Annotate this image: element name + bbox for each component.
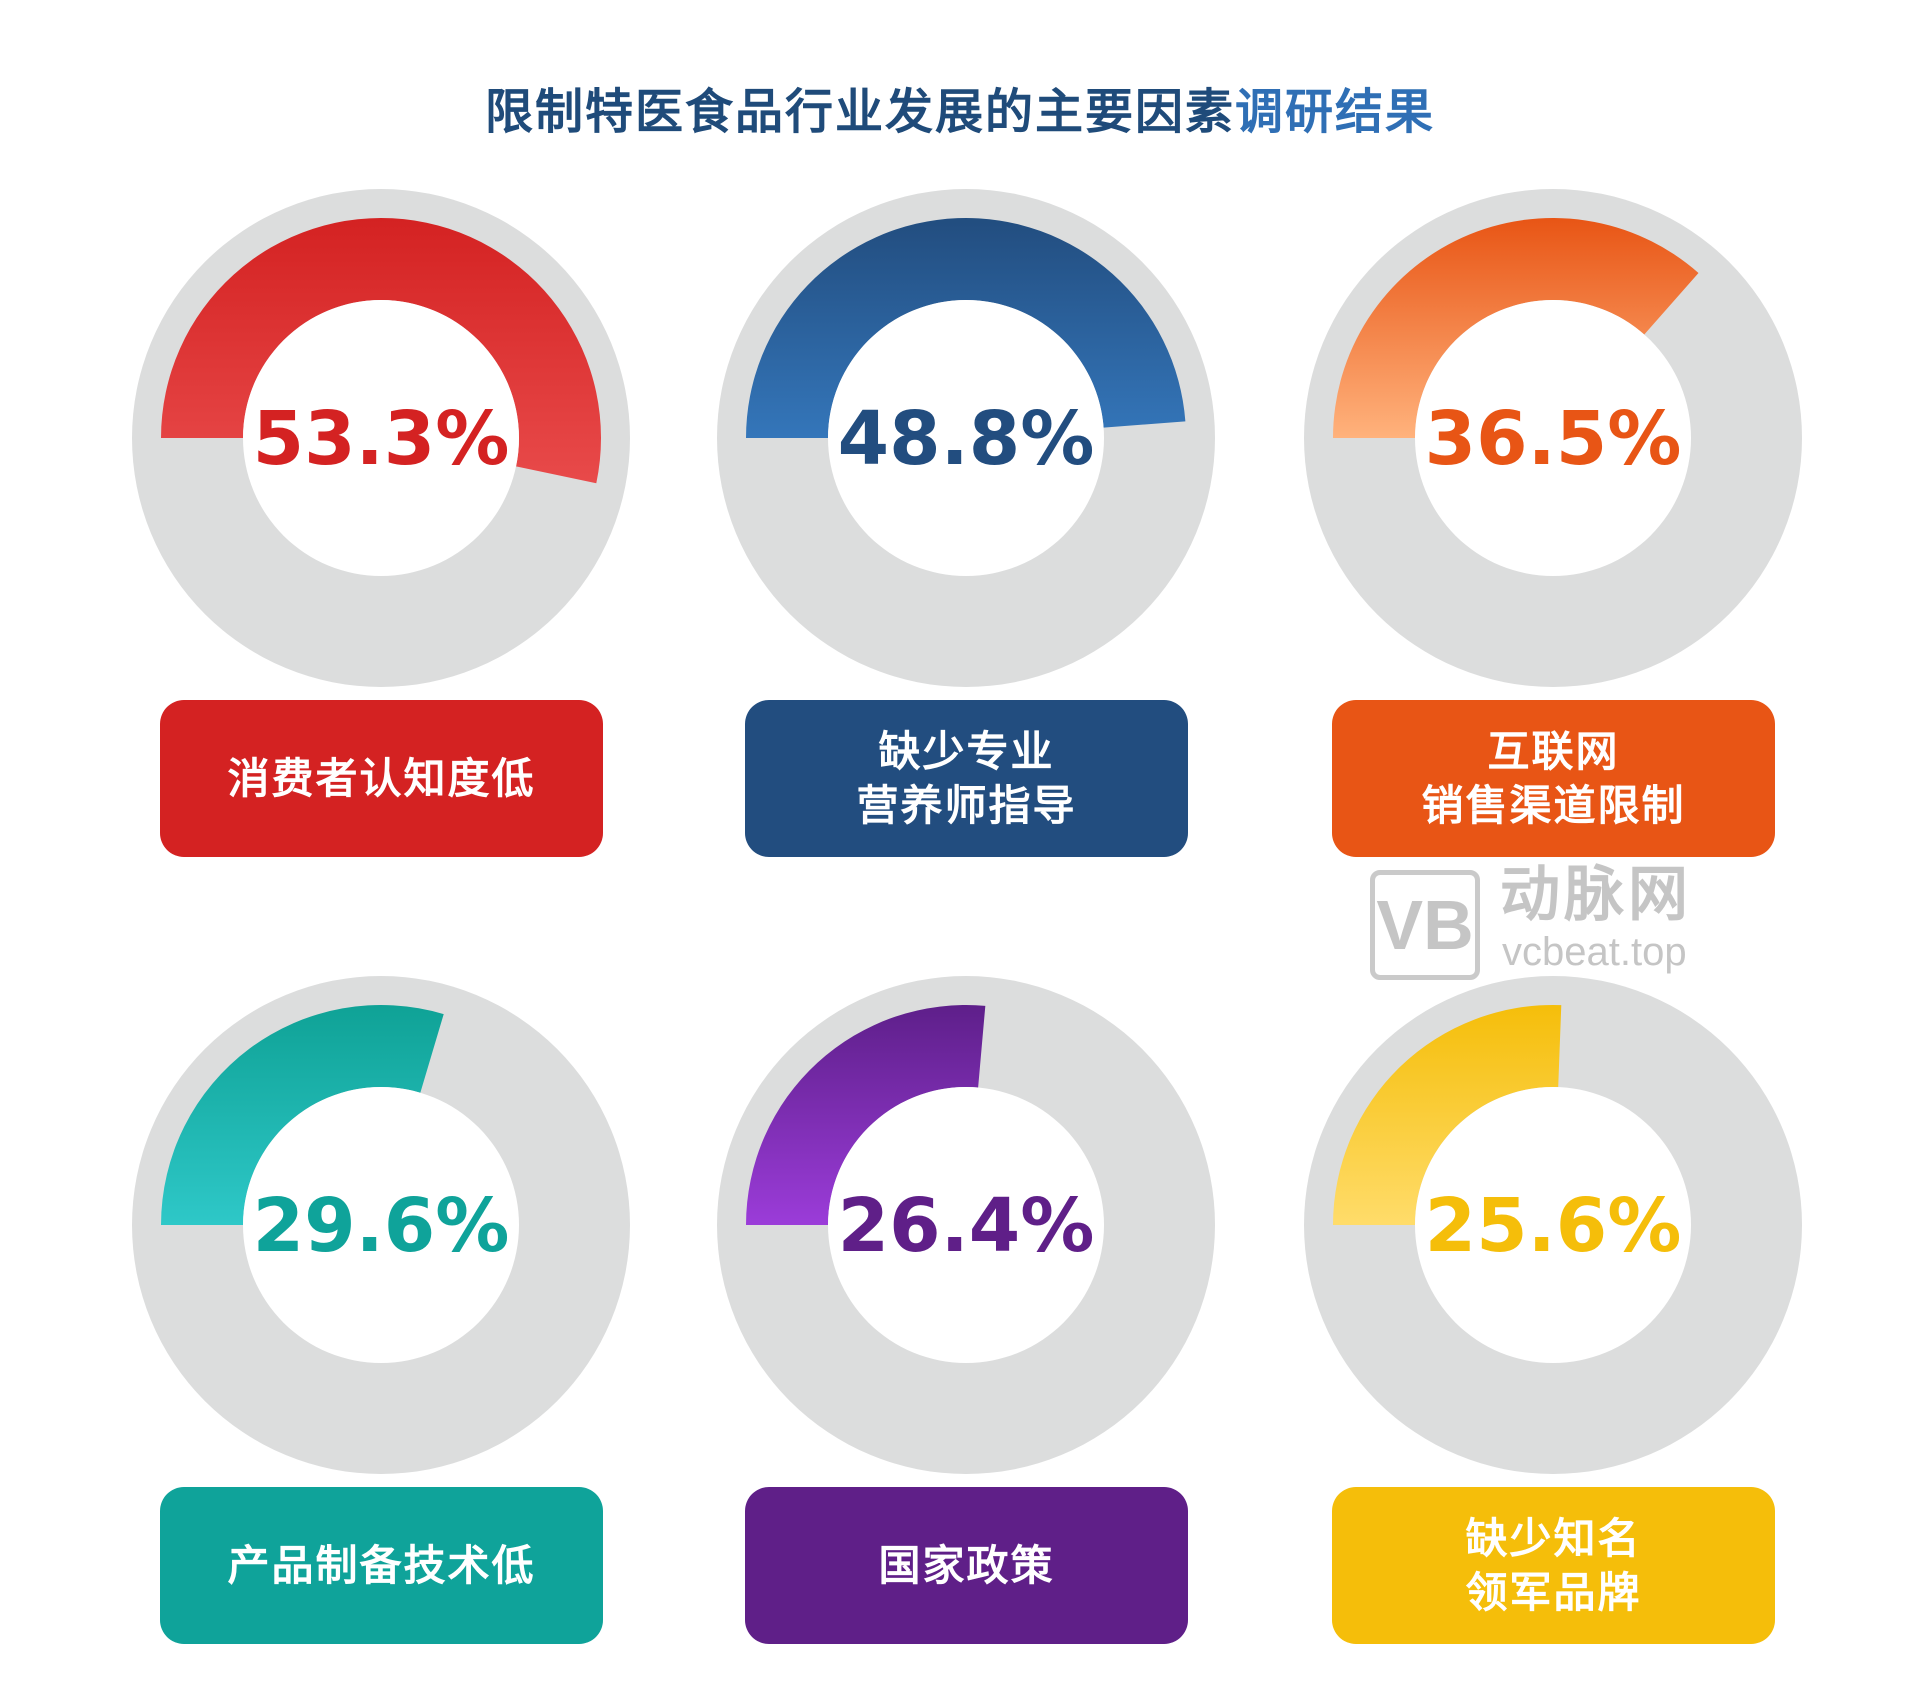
watermark-logo: VB [1370, 870, 1480, 980]
category-label-box: 互联网 销售渠道限制 [1332, 700, 1775, 857]
category-label-box: 消费者认知度低 [160, 700, 603, 857]
title-main: 限制特医食品行业发展的主要因素 [484, 84, 1235, 140]
donut-0: 53.3% [132, 189, 630, 687]
title-accent: 调研结果 [1235, 84, 1436, 140]
donut-hole [243, 300, 519, 576]
donut-4: 26.4% [717, 976, 1215, 1474]
category-label-box: 缺少知名 领军品牌 [1332, 1487, 1775, 1644]
donut-hole [1415, 1087, 1691, 1363]
donut-2: 36.5% [1304, 189, 1802, 687]
value-label: 36.5% [1425, 396, 1682, 482]
category-label-box: 产品制备技术低 [160, 1487, 603, 1644]
value-label: 29.6% [253, 1183, 510, 1269]
category-label: 消费者认知度低 [227, 753, 536, 803]
watermark-domain: vcbeat.top [1502, 930, 1687, 974]
category-label-box: 国家政策 [745, 1487, 1188, 1644]
value-label: 26.4% [838, 1183, 1095, 1269]
value-label: 25.6% [1425, 1183, 1682, 1269]
donut-hole [828, 1087, 1104, 1363]
donut-hole [243, 1087, 519, 1363]
category-label: 缺少专业 [878, 726, 1055, 776]
donut-arc [746, 1005, 986, 1225]
donut-arc [1333, 217, 1699, 438]
donut-arc [1333, 1005, 1562, 1225]
watermark-brand: 动脉网 [1500, 861, 1692, 928]
donut-hole [1415, 300, 1691, 576]
value-label: 53.3% [253, 396, 510, 482]
donut-arc [161, 217, 601, 484]
donut-arc [746, 217, 1186, 438]
donut-5: 25.6% [1304, 976, 1802, 1474]
category-label: 产品制备技术低 [227, 1540, 536, 1590]
chart-title: 限制特医食品行业发展的主要因素调研结果 [0, 72, 1920, 142]
donut-arc [161, 1004, 444, 1225]
category-label: 互联网 [1487, 726, 1620, 776]
donut-hole [828, 300, 1104, 576]
value-label: 48.8% [838, 396, 1095, 482]
category-label: 国家政策 [878, 1540, 1055, 1590]
category-label: 领军品牌 [1465, 1567, 1642, 1617]
category-label: 缺少知名 [1465, 1513, 1642, 1563]
category-label: 营养师指导 [856, 780, 1077, 830]
donut-3: 29.6% [132, 976, 630, 1474]
category-label-box: 缺少专业 营养师指导 [745, 700, 1188, 857]
donut-1: 48.8% [717, 189, 1215, 687]
category-label: 销售渠道限制 [1421, 780, 1686, 830]
